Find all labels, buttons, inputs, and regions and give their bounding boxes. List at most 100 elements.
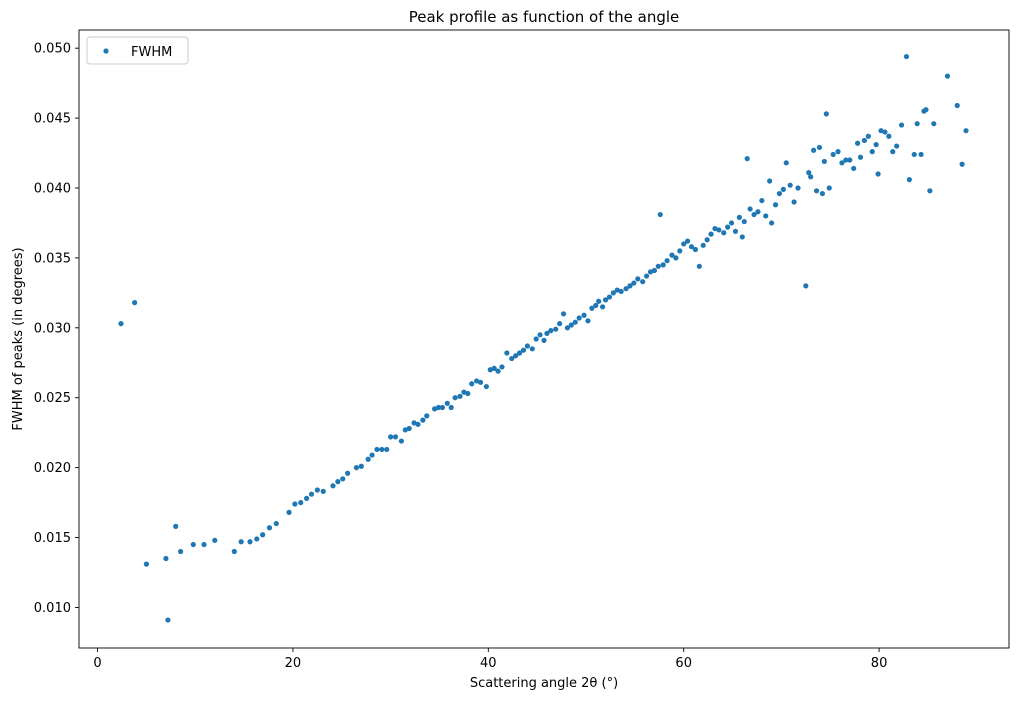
data-point-80	[581, 312, 587, 318]
data-point-81	[585, 318, 591, 324]
data-point-7	[190, 541, 196, 548]
data-point-55	[477, 379, 484, 385]
data-point-135	[787, 182, 793, 188]
data-point-161	[878, 128, 884, 134]
data-point-84	[596, 298, 602, 304]
data-point-133	[780, 186, 786, 192]
data-point-106	[681, 241, 687, 247]
data-point-29	[358, 463, 364, 469]
data-point-146	[823, 111, 829, 117]
data-point-46	[439, 404, 445, 411]
data-points	[118, 53, 969, 623]
data-point-112	[704, 237, 710, 243]
data-point-30	[365, 456, 371, 462]
data-point-35	[388, 434, 394, 440]
data-point-0	[118, 321, 124, 327]
data-point-111	[700, 242, 706, 248]
data-point-156	[861, 137, 868, 144]
data-point-179	[963, 128, 969, 134]
data-point-56	[483, 383, 489, 390]
data-point-173	[923, 107, 929, 113]
data-point-120	[736, 214, 742, 220]
data-point-44	[431, 406, 438, 412]
data-point-108	[688, 244, 695, 250]
data-point-58	[491, 365, 497, 371]
data-point-136	[791, 199, 797, 205]
data-point-150	[839, 160, 845, 166]
data-point-147	[826, 185, 832, 191]
data-point-177	[954, 102, 960, 109]
data-point-93	[631, 280, 637, 286]
y-tick-label: 0.020	[34, 461, 71, 476]
data-point-82	[589, 305, 595, 311]
y-tick-label: 0.040	[34, 181, 71, 196]
data-point-113	[708, 231, 714, 237]
data-point-121	[739, 234, 745, 240]
data-point-104	[673, 255, 679, 261]
data-point-50	[457, 393, 463, 399]
y-tick-label: 0.050	[34, 42, 71, 57]
data-point-149	[835, 149, 841, 155]
data-point-126	[755, 209, 761, 215]
data-point-34	[384, 446, 390, 453]
data-point-152	[847, 157, 853, 163]
data-point-78	[572, 319, 578, 325]
data-point-83	[593, 302, 599, 309]
data-point-155	[857, 154, 864, 160]
data-point-102	[664, 258, 670, 264]
data-point-142	[813, 188, 820, 194]
data-point-4	[165, 617, 171, 623]
data-point-164	[890, 149, 896, 155]
data-point-87	[606, 294, 613, 300]
data-point-67	[529, 346, 535, 352]
data-point-75	[560, 311, 567, 317]
data-point-49	[452, 395, 458, 401]
data-point-25	[335, 479, 341, 485]
data-point-22	[314, 487, 320, 493]
data-point-169	[911, 151, 917, 158]
data-point-105	[677, 248, 683, 254]
data-point-45	[435, 404, 442, 411]
x-tick-label: 0	[93, 656, 101, 671]
data-point-69	[537, 332, 543, 338]
data-point-168	[906, 177, 912, 183]
data-point-160	[875, 171, 881, 177]
data-point-62	[509, 355, 515, 362]
data-point-13	[254, 536, 260, 542]
data-point-5	[173, 523, 179, 529]
data-point-127	[759, 197, 765, 204]
legend-marker-fwhm	[103, 48, 109, 54]
data-point-57	[487, 367, 493, 373]
data-point-1	[132, 300, 138, 306]
y-axis-label: FWHM of peaks (in degrees)	[11, 247, 26, 430]
data-point-175	[931, 121, 937, 127]
data-point-143	[816, 144, 823, 151]
data-point-119	[732, 228, 739, 234]
data-point-103	[669, 252, 675, 258]
plot-area	[78, 29, 1010, 649]
data-point-74	[557, 321, 563, 327]
data-point-18	[292, 501, 298, 507]
data-point-9	[212, 537, 218, 543]
data-point-15	[266, 525, 273, 531]
data-point-10	[231, 548, 237, 555]
data-point-38	[402, 427, 408, 433]
data-point-43	[424, 413, 430, 419]
legend: FWHM	[86, 36, 189, 65]
data-point-145	[821, 158, 827, 165]
y-axis-ticks: 0.010 0.015 0.020 0.025 0.030 0.035 0.040 0.045…	[34, 42, 79, 616]
data-point-12	[247, 539, 253, 545]
data-point-59	[495, 368, 501, 374]
x-tick-label: 40	[480, 656, 497, 671]
data-point-63	[513, 353, 519, 359]
data-point-151	[843, 157, 849, 163]
x-axis-label: Scattering angle 2θ (°)	[470, 676, 618, 691]
data-point-138	[803, 283, 809, 289]
data-point-158	[869, 149, 875, 155]
data-point-123	[744, 156, 750, 162]
x-tick-label: 80	[871, 656, 888, 671]
data-point-68	[533, 336, 539, 342]
data-point-131	[772, 202, 779, 208]
data-point-2	[143, 561, 150, 567]
